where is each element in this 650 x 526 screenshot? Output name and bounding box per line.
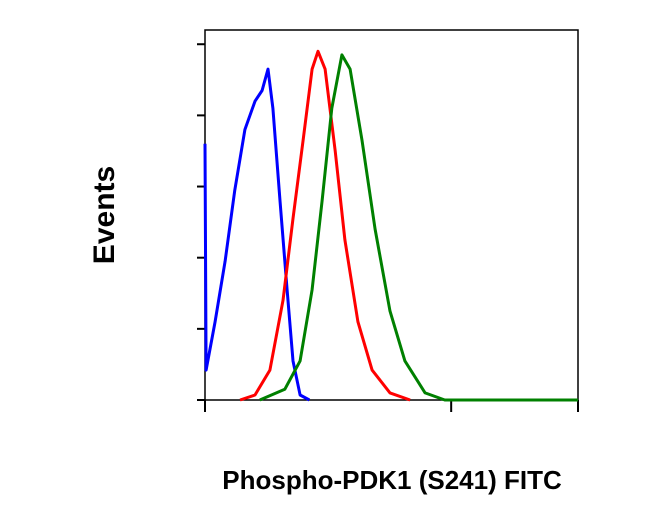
plot-frame (204, 29, 579, 401)
histogram-line (259, 53, 578, 402)
histogram-line (203, 67, 311, 402)
x-axis-title: Phospho-PDK1 (S241) FITC (222, 465, 562, 495)
histogram-line (239, 49, 411, 402)
y-axis-title: Events (88, 166, 121, 264)
